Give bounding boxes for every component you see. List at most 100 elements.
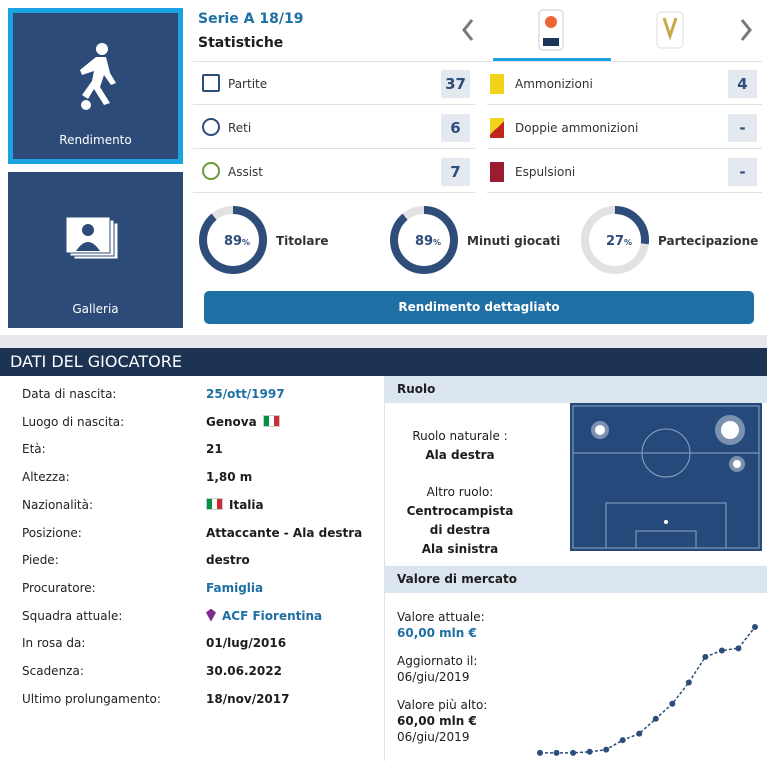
value-text: 30.06.2022 — [206, 664, 282, 678]
stat-icon — [202, 162, 220, 180]
current-value[interactable]: 60,00 mln € — [397, 626, 477, 640]
donut-unit: % — [433, 238, 441, 247]
cup-logo[interactable] — [655, 10, 685, 50]
value-point[interactable] — [652, 715, 659, 722]
donut-number: 89 — [415, 234, 433, 249]
row-value[interactable]: Famiglia — [206, 581, 263, 595]
row-label: Piede: — [22, 553, 59, 568]
stat-value: - — [728, 158, 757, 186]
stat-value: 6 — [441, 114, 470, 142]
row-value[interactable]: ACF Fiorentina — [206, 608, 322, 623]
value-point[interactable] — [570, 749, 577, 756]
stat-label: Partite — [228, 77, 268, 91]
stat-row: Assist 7 — [193, 152, 475, 193]
position-header: Ruolo — [385, 376, 767, 403]
row-label: Luogo di nascita: — [22, 414, 125, 429]
value-text: Italia — [229, 497, 264, 512]
value-point[interactable] — [586, 748, 593, 755]
value-text: 18/nov/2017 — [206, 691, 290, 706]
value-point[interactable] — [619, 737, 626, 744]
stat-label: Assist — [228, 165, 264, 179]
tile[interactable]: Galleria — [8, 172, 183, 328]
highest-date: 06/giu/2019 — [397, 730, 470, 744]
stat-row: Reti 6 — [193, 108, 475, 149]
donut-value — [199, 206, 267, 274]
row-value: 18/nov/2017 — [206, 692, 289, 706]
value-point[interactable] — [735, 645, 742, 652]
donut-caption: Minuti giocati — [467, 234, 560, 248]
value-point[interactable] — [636, 730, 643, 737]
label: Valore attuale: — [397, 610, 485, 624]
next-arrow[interactable] — [738, 18, 754, 42]
stat-value: - — [728, 114, 757, 142]
stat-value: 4 — [728, 70, 757, 98]
donut-label: 89% — [224, 234, 250, 249]
label: Valore più alto: — [397, 698, 488, 712]
divider — [384, 376, 385, 761]
row-value: 01/lug/2016 — [206, 636, 286, 650]
value-text: Genova — [206, 414, 257, 429]
row-label: Altezza: — [22, 470, 70, 485]
value-point[interactable] — [669, 700, 676, 707]
flag — [262, 414, 280, 427]
donut-value — [390, 206, 458, 274]
donut-label: 89% — [415, 234, 441, 249]
tile[interactable]: Rendimento — [8, 8, 183, 164]
donut-unit: % — [624, 238, 632, 247]
row-label: Procuratore: — [22, 580, 96, 595]
competition[interactable]: Serie A 18/19 — [198, 11, 304, 27]
value-point[interactable] — [537, 749, 543, 756]
stat-label: Ammonizioni — [515, 77, 593, 91]
stat-row: Ammonizioni 4 — [487, 64, 762, 105]
donut-label: 27% — [606, 234, 632, 249]
stat-value: 37 — [441, 70, 470, 98]
row-value: Attaccante - Ala destra — [206, 526, 362, 540]
row-value[interactable]: 25/ott/1997 — [206, 387, 285, 401]
donut-number: 89 — [224, 234, 242, 249]
value-point[interactable] — [752, 624, 758, 630]
value-point[interactable] — [553, 749, 560, 756]
row-label: In rosa da: — [22, 636, 86, 651]
stat-row: Doppie ammonizioni - — [487, 108, 762, 149]
other-position: Ala sinistra — [421, 542, 499, 556]
flag — [206, 497, 223, 510]
row-label: Scadenza: — [22, 664, 84, 678]
stat-label: Reti — [228, 121, 252, 135]
detail-button[interactable]: Rendimento dettagliato — [204, 291, 754, 324]
section-header: DATI DEL GIOCATORE — [0, 348, 767, 376]
stat-icon — [202, 118, 220, 136]
row-label: Data di nascita: — [22, 387, 117, 401]
divider — [193, 61, 762, 62]
league-logo[interactable] — [537, 8, 565, 52]
row-label: Nazionalità: — [22, 497, 94, 512]
value-line — [540, 626, 756, 754]
row-label: Età: — [22, 442, 46, 457]
value-text: 21 — [206, 442, 223, 457]
subtitle: Statistiche — [198, 35, 284, 51]
row-value: 30.06.2022 — [206, 664, 282, 678]
donuts: 89% Titolare 89% Minuti giocati 27% Partecipa… — [199, 206, 762, 274]
value-text: destro — [206, 553, 250, 568]
donut-number: 27 — [606, 234, 624, 249]
value-text: Attaccante - Ala destra — [206, 525, 363, 540]
tile-label: Galleria — [72, 302, 119, 316]
prev-arrow[interactable] — [460, 18, 476, 42]
gap — [0, 335, 767, 348]
donut-caption: Titolare — [276, 234, 329, 248]
value-text: 1,80 m — [206, 470, 253, 485]
stat-icon — [202, 74, 220, 92]
row-value: Italia — [206, 497, 264, 512]
value-point[interactable] — [603, 746, 610, 753]
value-point[interactable] — [685, 679, 692, 686]
value-text: 01/lug/2016 — [206, 636, 287, 651]
value-text: Famiglia — [206, 580, 264, 595]
donut-value — [581, 206, 649, 274]
row-value: 1,80 m — [206, 470, 252, 484]
value-text: 25/ott/1997 — [206, 387, 285, 401]
value-point[interactable] — [718, 647, 725, 654]
card-icon — [490, 74, 504, 94]
row-value: Genova — [206, 414, 286, 429]
value-point[interactable] — [702, 653, 709, 660]
stat-row: Espulsioni - — [487, 152, 762, 193]
